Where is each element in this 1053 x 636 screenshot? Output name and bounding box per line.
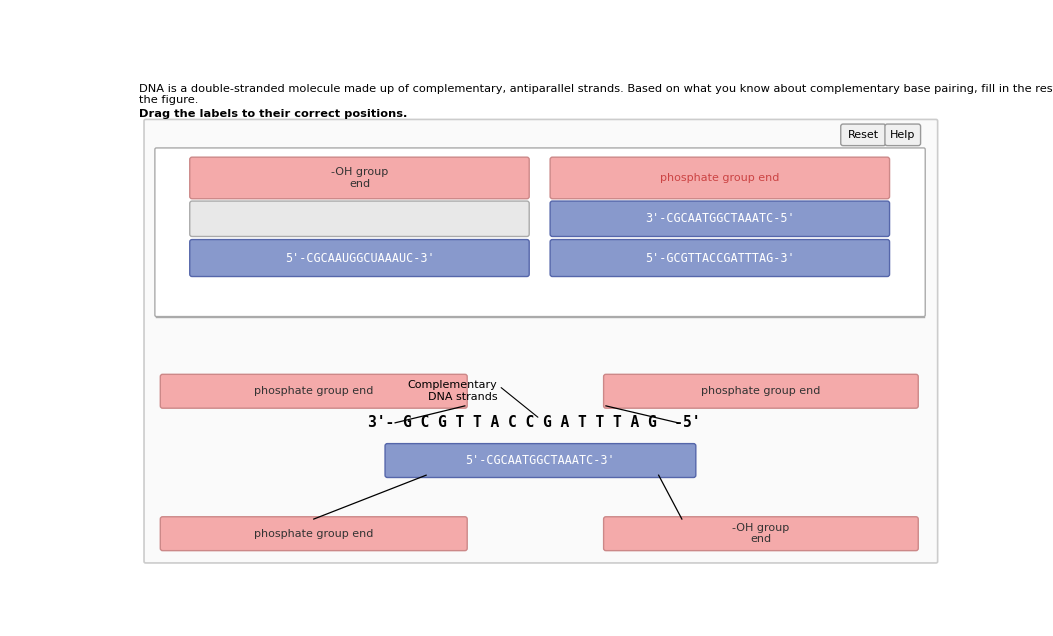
FancyBboxPatch shape — [603, 375, 918, 408]
Text: Help: Help — [890, 130, 915, 140]
FancyBboxPatch shape — [144, 120, 937, 563]
Text: Reset: Reset — [848, 130, 879, 140]
FancyBboxPatch shape — [550, 240, 890, 277]
Text: the figure.: the figure. — [139, 95, 199, 105]
Text: -OH group
end: -OH group end — [732, 523, 790, 544]
Text: phosphate group end: phosphate group end — [701, 386, 820, 396]
Text: 5'-GCGTTACCGATTTAG-3': 5'-GCGTTACCGATTTAG-3' — [645, 252, 795, 265]
Text: phosphate group end: phosphate group end — [254, 386, 374, 396]
FancyBboxPatch shape — [840, 124, 886, 146]
Text: Complementary
DNA strands: Complementary DNA strands — [408, 380, 497, 402]
FancyBboxPatch shape — [385, 444, 696, 478]
FancyBboxPatch shape — [160, 517, 468, 551]
FancyBboxPatch shape — [190, 201, 530, 237]
FancyBboxPatch shape — [155, 148, 926, 317]
FancyBboxPatch shape — [885, 124, 920, 146]
FancyBboxPatch shape — [603, 517, 918, 551]
Text: Drag the labels to their correct positions.: Drag the labels to their correct positio… — [139, 109, 408, 119]
FancyBboxPatch shape — [190, 157, 530, 198]
Text: 3'- G C G T T A C C G A T T T A G  -5': 3'- G C G T T A C C G A T T T A G -5' — [369, 415, 701, 431]
Text: DNA is a double-stranded molecule made up of complementary, antiparallel strands: DNA is a double-stranded molecule made u… — [139, 84, 1053, 94]
Text: -OH group
end: -OH group end — [331, 167, 389, 189]
Text: phosphate group end: phosphate group end — [254, 529, 374, 539]
Text: 5'-CGCAAUGGCUAAAUC-3': 5'-CGCAAUGGCUAAAUC-3' — [284, 252, 434, 265]
Text: 5'-CGCAATGGCTAAATC-3': 5'-CGCAATGGCTAAATC-3' — [465, 454, 615, 467]
FancyBboxPatch shape — [160, 375, 468, 408]
FancyBboxPatch shape — [550, 157, 890, 198]
Text: 3'-CGCAATGGCTAAATC-5': 3'-CGCAATGGCTAAATC-5' — [645, 212, 795, 225]
FancyBboxPatch shape — [550, 201, 890, 237]
FancyBboxPatch shape — [190, 240, 530, 277]
Text: phosphate group end: phosphate group end — [660, 173, 779, 183]
